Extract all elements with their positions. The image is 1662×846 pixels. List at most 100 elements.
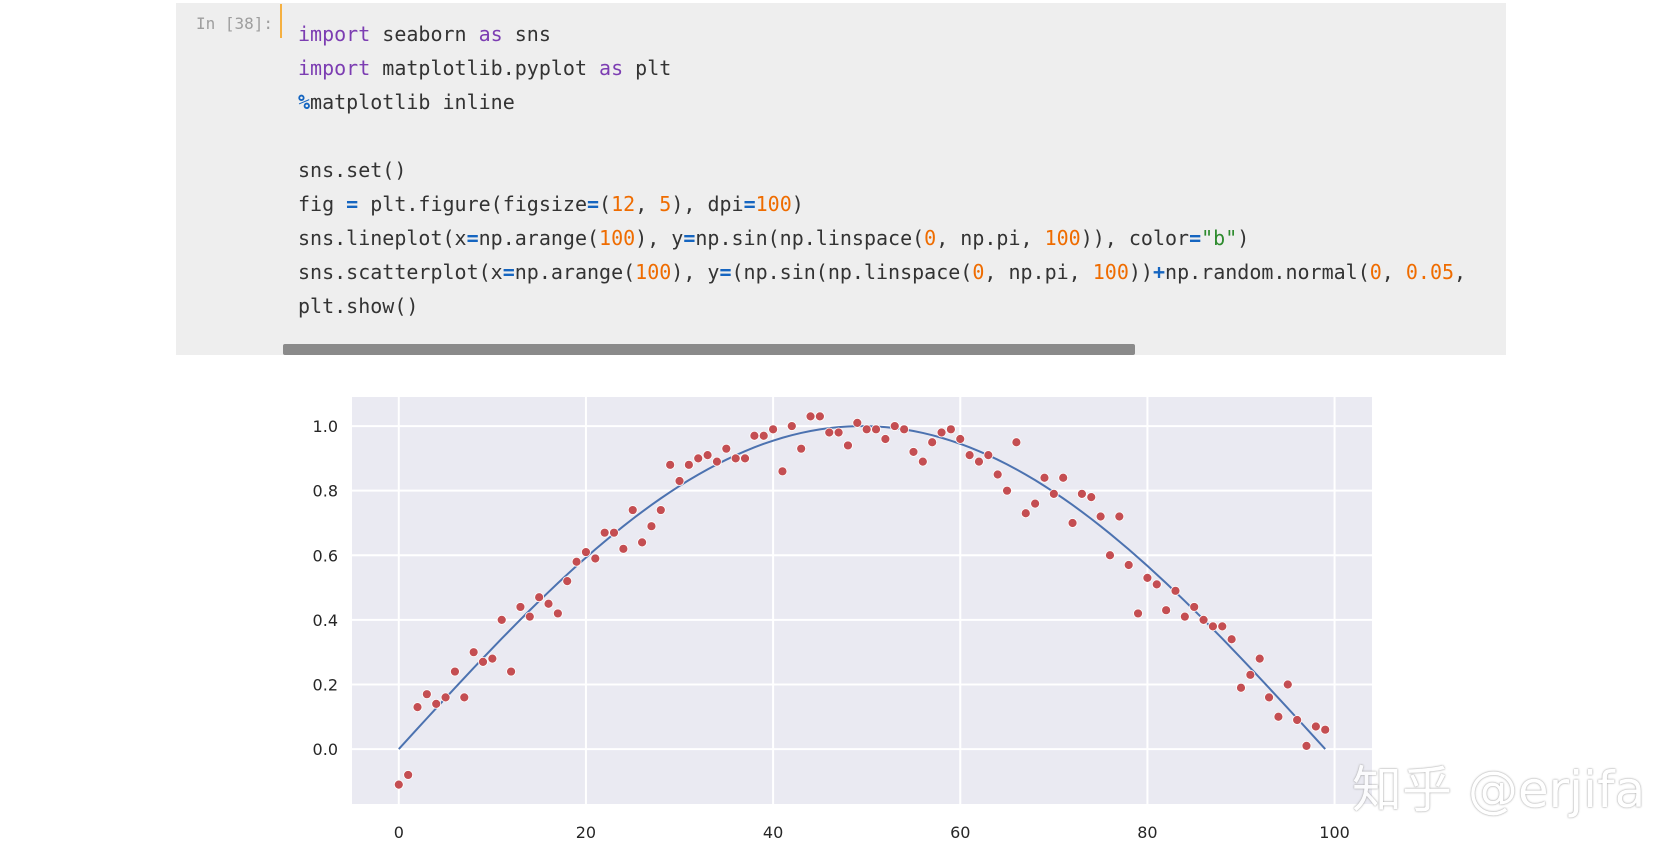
scatter-point <box>955 434 966 444</box>
scatter-point <box>1208 621 1218 632</box>
scatter-point <box>992 469 1003 480</box>
code-token: ( <box>599 192 612 216</box>
x-tick-label: 80 <box>1137 823 1157 842</box>
scatter-point <box>1198 614 1209 625</box>
code-token: np.sin(np.linspace( <box>695 226 925 250</box>
scatter-point <box>1151 579 1162 590</box>
scatter-point <box>889 421 900 431</box>
code-token: seaborn <box>370 22 479 46</box>
code-token: 0 <box>1369 260 1382 284</box>
scatter-point <box>524 611 535 622</box>
scatter-point <box>1067 518 1078 528</box>
scatter-point <box>824 427 835 438</box>
code-token: plt.figure(figsize <box>358 192 587 216</box>
code-token: , np.pi, <box>984 260 1093 284</box>
scatter-point <box>1086 492 1097 503</box>
scatter-point <box>1114 511 1125 522</box>
scatter-point <box>749 430 760 441</box>
scatter-point <box>590 553 601 564</box>
y-tick-label: 1.0 <box>313 417 338 436</box>
scatter-point <box>1217 621 1228 632</box>
scatter-point <box>1236 682 1246 693</box>
code-token: import <box>298 22 371 46</box>
scatter-point <box>1123 560 1134 570</box>
code-token: = <box>346 192 359 216</box>
code-token: sns.lineplot(x <box>298 226 467 250</box>
code-token: = <box>743 192 756 216</box>
code-token: = <box>587 192 600 216</box>
y-tick-label: 0.4 <box>313 611 338 630</box>
scatter-point <box>1245 669 1256 680</box>
scatter-point <box>393 779 404 790</box>
code-token: matplotlib inline <box>310 90 515 114</box>
scatter-point <box>702 450 713 461</box>
code-token: 100 <box>635 260 672 284</box>
scatter-point <box>1039 472 1050 483</box>
scatter-point <box>899 424 910 435</box>
scatter-point <box>852 417 863 428</box>
scatter-point <box>618 543 629 554</box>
code-token: 100 <box>755 192 792 216</box>
code-line: sns.scatterplot(x=np.arange(100), y=(np.… <box>298 255 1503 289</box>
scatter-point <box>468 647 479 658</box>
code-token: ) <box>1237 226 1250 250</box>
scatter-point <box>777 466 788 477</box>
x-tick-label: 100 <box>1319 823 1350 842</box>
cell-prompt: In [38]: <box>196 14 274 33</box>
output-plot: 0 20 40 60 80 100 0.0 0.2 0.4 0.6 0.8 1.0 <box>313 397 1372 842</box>
scatter-point <box>534 592 545 603</box>
scatter-point <box>487 653 498 664</box>
scatter-point <box>478 656 488 667</box>
sine-line-series <box>398 425 1326 750</box>
scatter-point <box>843 440 853 451</box>
scatter-point <box>768 424 779 435</box>
scatter-point <box>665 459 676 470</box>
code-token: , np.pi, <box>936 226 1045 250</box>
code-line: import seaborn as sns <box>298 17 1503 51</box>
code-token: = <box>502 260 515 284</box>
code-cell[interactable] <box>176 3 1506 355</box>
scatter-point <box>627 505 638 515</box>
code-token: 0 <box>924 226 937 250</box>
scatter-point <box>758 430 769 441</box>
code-token: = <box>683 226 696 250</box>
code-token: 100 <box>1044 226 1081 250</box>
scatter-point <box>1301 740 1312 751</box>
code-line: plt.show() <box>298 289 1503 323</box>
y-tick-label: 0.0 <box>313 740 338 759</box>
code-token: % <box>298 90 311 114</box>
scatter-point <box>674 476 685 486</box>
code-token: = <box>719 260 732 284</box>
code-token: 0 <box>972 260 985 284</box>
code-token: + <box>1152 260 1166 284</box>
code-editor[interactable]: import seaborn as sns import matplotlib.p… <box>298 17 1503 323</box>
x-tick-label: 60 <box>950 823 970 842</box>
scatter-point <box>552 608 563 619</box>
scatter-point <box>1002 485 1012 496</box>
scatter-point <box>693 453 704 464</box>
code-token: 100 <box>1092 260 1129 284</box>
x-tick-label: 0 <box>394 823 404 842</box>
scatter-point <box>861 424 872 435</box>
cell-selection-bar <box>280 4 282 38</box>
code-token: 12 <box>611 192 636 216</box>
horizontal-scrollbar[interactable] <box>283 344 1135 355</box>
scatter-point <box>964 450 975 461</box>
scatter-point <box>543 598 554 609</box>
scatter-point <box>1179 611 1190 622</box>
scatter-point <box>1142 572 1153 583</box>
scatter-point <box>403 770 414 780</box>
code-token: 0.05 <box>1405 260 1455 284</box>
scatter-point <box>599 527 610 538</box>
code-token: fig <box>298 192 347 216</box>
code-line: import matplotlib.pyplot as plt <box>298 51 1503 85</box>
scatter-point <box>927 437 938 448</box>
scatter-point <box>945 424 956 435</box>
watermark: 知乎 @erjifa <box>1352 761 1646 819</box>
code-token: ), y <box>671 260 720 284</box>
code-token: plt.show() <box>298 294 419 318</box>
scatter-point <box>805 411 816 422</box>
scatter-point <box>412 702 423 712</box>
scatter-point <box>936 427 947 438</box>
scatter-point <box>637 537 647 548</box>
